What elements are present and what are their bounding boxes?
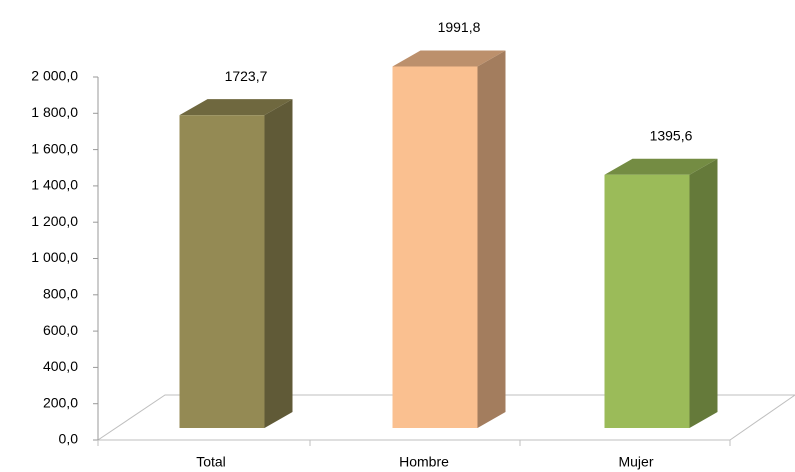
y-tick-label: 1 200,0 — [31, 213, 78, 229]
x-tick-label: Total — [196, 454, 226, 470]
value-label: 1723,7 — [225, 68, 268, 84]
y-tick-label: 1 000,0 — [31, 249, 78, 265]
bar-side — [689, 158, 718, 428]
y-tick-label: 1 800,0 — [31, 104, 78, 120]
value-label: 1991,8 — [438, 19, 481, 35]
bar — [604, 174, 690, 428]
y-tick-label: 1 400,0 — [31, 177, 78, 193]
bar — [179, 115, 265, 429]
bar-side — [264, 99, 293, 429]
bar-top — [392, 50, 506, 67]
x-tick-label: Hombre — [399, 454, 449, 470]
y-tick-label: 600,0 — [43, 322, 78, 338]
bar-top — [179, 99, 293, 116]
value-label: 1395,6 — [650, 127, 693, 143]
y-tick-label: 800,0 — [43, 286, 78, 302]
y-tick-label: 0,0 — [59, 431, 79, 447]
y-tick-label: 200,0 — [43, 394, 78, 410]
y-tick-label: 1 600,0 — [31, 140, 78, 156]
y-tick-label: 400,0 — [43, 358, 78, 374]
y-tick-label: 2 000,0 — [31, 68, 78, 84]
floor — [96, 394, 795, 441]
bar — [392, 66, 478, 429]
x-tick-label: Mujer — [618, 454, 653, 470]
bar-top — [604, 158, 718, 175]
bar-side — [477, 50, 506, 428]
